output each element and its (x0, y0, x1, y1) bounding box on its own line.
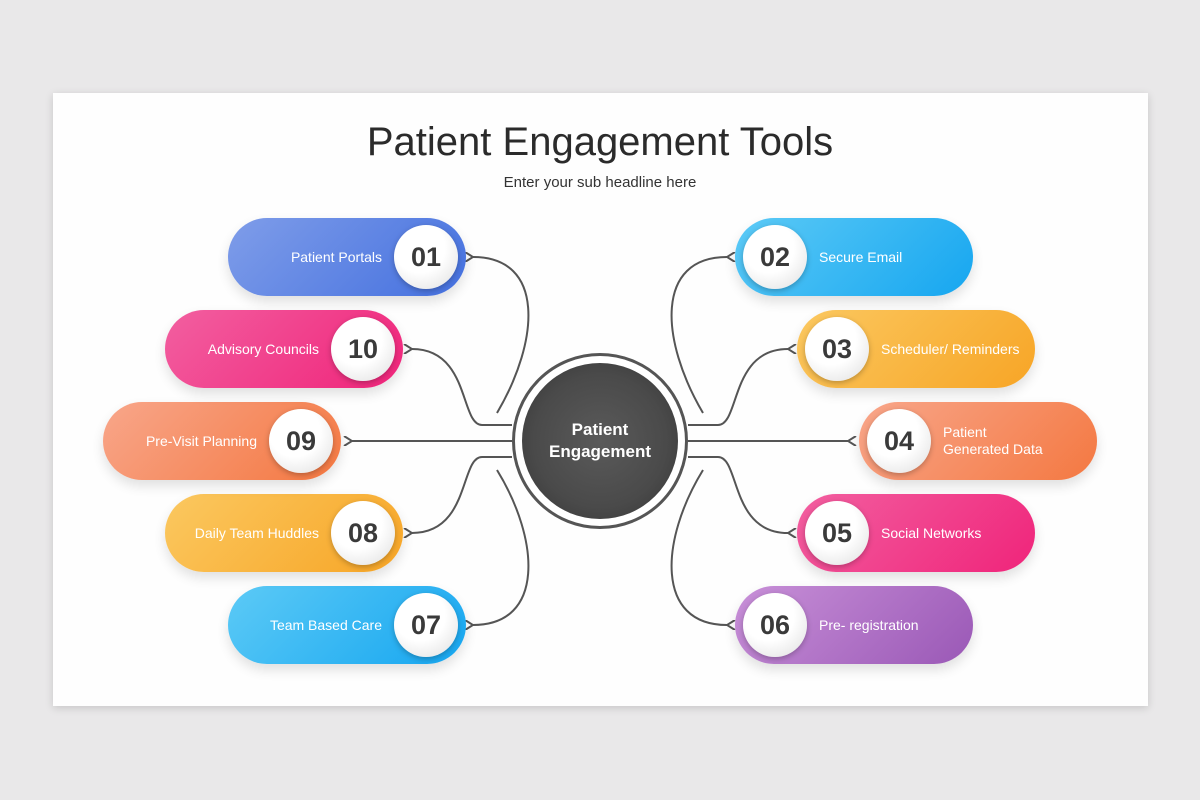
item-label: Scheduler/ Reminders (881, 340, 1020, 357)
connector-03 (688, 349, 788, 426)
item-06: Pre- registration 06 (735, 586, 973, 664)
item-number: 03 (805, 317, 869, 381)
item-number: 05 (805, 501, 869, 565)
item-label: Patient Generated Data (943, 424, 1043, 457)
connector-01 (473, 257, 530, 414)
item-05: Social Networks 05 (797, 494, 1035, 572)
item-label: Pre- registration (819, 616, 919, 633)
item-08: Daily Team Huddles 08 (165, 494, 403, 572)
connector-06 (670, 469, 727, 625)
item-label: Team Based Care (269, 616, 382, 633)
item-number: 07 (394, 593, 458, 657)
item-label: Patient Portals (290, 248, 382, 265)
subtitle: Enter your sub headline here (503, 174, 697, 191)
item-09: Pre-Visit Planning 09 (103, 402, 341, 480)
center-hub: Patient Engagement (512, 353, 688, 529)
item-number: 08 (331, 501, 395, 565)
item-label: Secure Email (819, 248, 903, 265)
connector-08 (412, 456, 512, 533)
connector-07 (473, 469, 530, 625)
item-01: Patient Portals 01 (228, 218, 466, 296)
item-label: Advisory Councils (207, 340, 319, 357)
item-number: 02 (743, 225, 807, 289)
connector-02 (670, 257, 727, 414)
item-number: 09 (269, 409, 333, 473)
item-number: 10 (331, 317, 395, 381)
item-07: Team Based Care 07 (228, 586, 466, 664)
item-04: Patient Generated Data 04 (859, 402, 1097, 480)
item-label: Social Networks (881, 524, 982, 541)
connector-10 (412, 349, 512, 426)
item-number: 06 (743, 593, 807, 657)
item-10: Advisory Councils 10 (165, 310, 403, 388)
item-number: 04 (867, 409, 931, 473)
connector-05 (688, 456, 788, 533)
item-02: Secure Email 02 (735, 218, 973, 296)
item-number: 01 (394, 225, 458, 289)
item-03: Scheduler/ Reminders 03 (797, 310, 1035, 388)
center-label: Patient Engagement (522, 363, 678, 519)
page-title: Patient Engagement Tools (366, 120, 834, 164)
item-label: Pre-Visit Planning (145, 432, 257, 449)
item-label: Daily Team Huddles (194, 524, 319, 541)
